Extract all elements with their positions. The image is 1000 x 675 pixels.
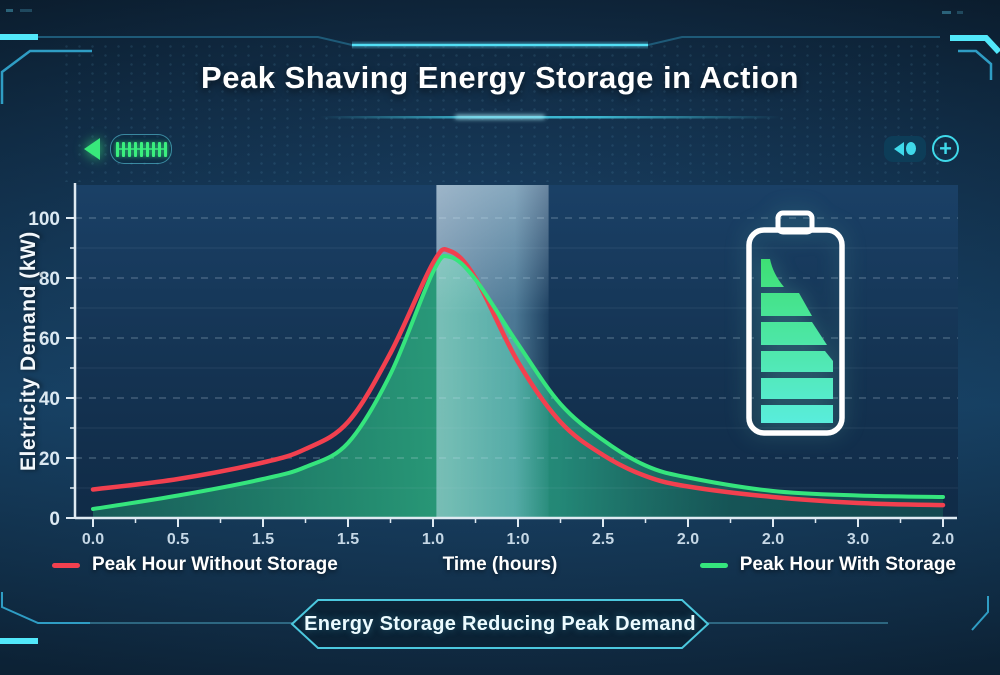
rewind-dot	[906, 142, 916, 155]
legend-swatch-without	[52, 562, 80, 568]
corner-bracket-bottom-right	[971, 596, 989, 631]
legend-label-with: Peak Hour With Storage	[739, 554, 956, 575]
tick-labels: 0.0 0.5 1.5 1.5 1.0 1:0 2.5 2.0 2.0 3.0 2.0 0 20 40 60…	[28, 209, 954, 548]
ticker-bar	[163, 141, 167, 157]
corner-bracket-top-left	[0, 49, 92, 104]
tick-decoration	[942, 11, 951, 14]
banner-hexagon	[290, 599, 710, 649]
battery-bar	[761, 351, 833, 372]
ticker-pill[interactable]	[110, 134, 172, 164]
x-tick-label: 2.5	[592, 531, 614, 548]
battery-bar	[761, 378, 833, 399]
series-lines	[90, 246, 946, 511]
legend-swatch-with	[699, 562, 728, 568]
x-tick-label: 0.5	[167, 531, 189, 548]
battery-bar	[761, 293, 812, 316]
y-axis-label: Eletricity Demand (kW)	[17, 231, 40, 472]
x-tick-label: 1.5	[252, 531, 274, 548]
y-tick-label: 40	[39, 389, 60, 410]
x-tick-label: 1:0	[506, 531, 529, 548]
corner-bar-top-right	[950, 35, 1000, 55]
battery-bar	[761, 259, 784, 287]
zoom-in-icon[interactable]: +	[932, 135, 959, 162]
header-right-controls: +	[884, 135, 959, 162]
legend-with-storage: Peak Hour With Storage	[699, 554, 956, 576]
battery-bar	[761, 322, 827, 345]
x-tick-label: 3.0	[847, 531, 869, 548]
title-underline-core	[455, 115, 545, 119]
x-axis-label: Time (hours)	[442, 554, 558, 575]
x-tick-label: 2.0	[677, 531, 699, 548]
green-arrow-left-icon[interactable]	[84, 138, 100, 160]
battery-bar	[761, 405, 833, 423]
x-tick-label: 1.0	[422, 531, 444, 548]
x-tick-label: 1.5	[337, 531, 359, 548]
y-tick-label: 0	[49, 509, 60, 530]
battery-icon	[746, 210, 845, 436]
banner: Energy Storage Reducing Peak Demand	[290, 598, 710, 650]
x-tick-label: 2.0	[932, 531, 954, 548]
ticker-bar	[115, 141, 119, 157]
legend-label-without: Peak Hour Without Storage	[92, 554, 338, 575]
x-tick-label: 2.0	[762, 531, 784, 548]
y-tick-label: 100	[28, 209, 60, 230]
page-title: Peak Shaving Energy Storage in Action	[201, 60, 799, 95]
corner-bar-bottom-left	[0, 638, 38, 644]
tick-decoration	[6, 9, 13, 12]
line-with-storage	[91, 254, 945, 511]
y-tick-label: 80	[39, 269, 60, 290]
legend-without-storage: Peak Hour Without Storage	[52, 554, 338, 576]
ticker-line	[118, 148, 164, 150]
y-tick-label: 60	[39, 329, 60, 350]
axes	[66, 183, 957, 527]
rewind-triangle	[894, 141, 904, 156]
corner-bracket-bottom-left	[1, 592, 90, 624]
battery-body	[746, 227, 845, 436]
banner-text: Energy Storage Reducing Peak Demand	[304, 612, 696, 635]
tick-decoration	[957, 11, 963, 14]
corner-bracket-top-right	[958, 49, 993, 80]
x-tick-label: 0.0	[82, 531, 104, 548]
tick-decoration	[20, 9, 32, 12]
corner-bar-top-left	[0, 34, 38, 40]
rewind-icon[interactable]	[884, 135, 926, 162]
y-tick-label: 20	[39, 449, 60, 470]
title-underline-glow	[320, 116, 780, 119]
header-left-controls	[84, 134, 172, 164]
peak-highlight-glow	[436, 185, 549, 315]
